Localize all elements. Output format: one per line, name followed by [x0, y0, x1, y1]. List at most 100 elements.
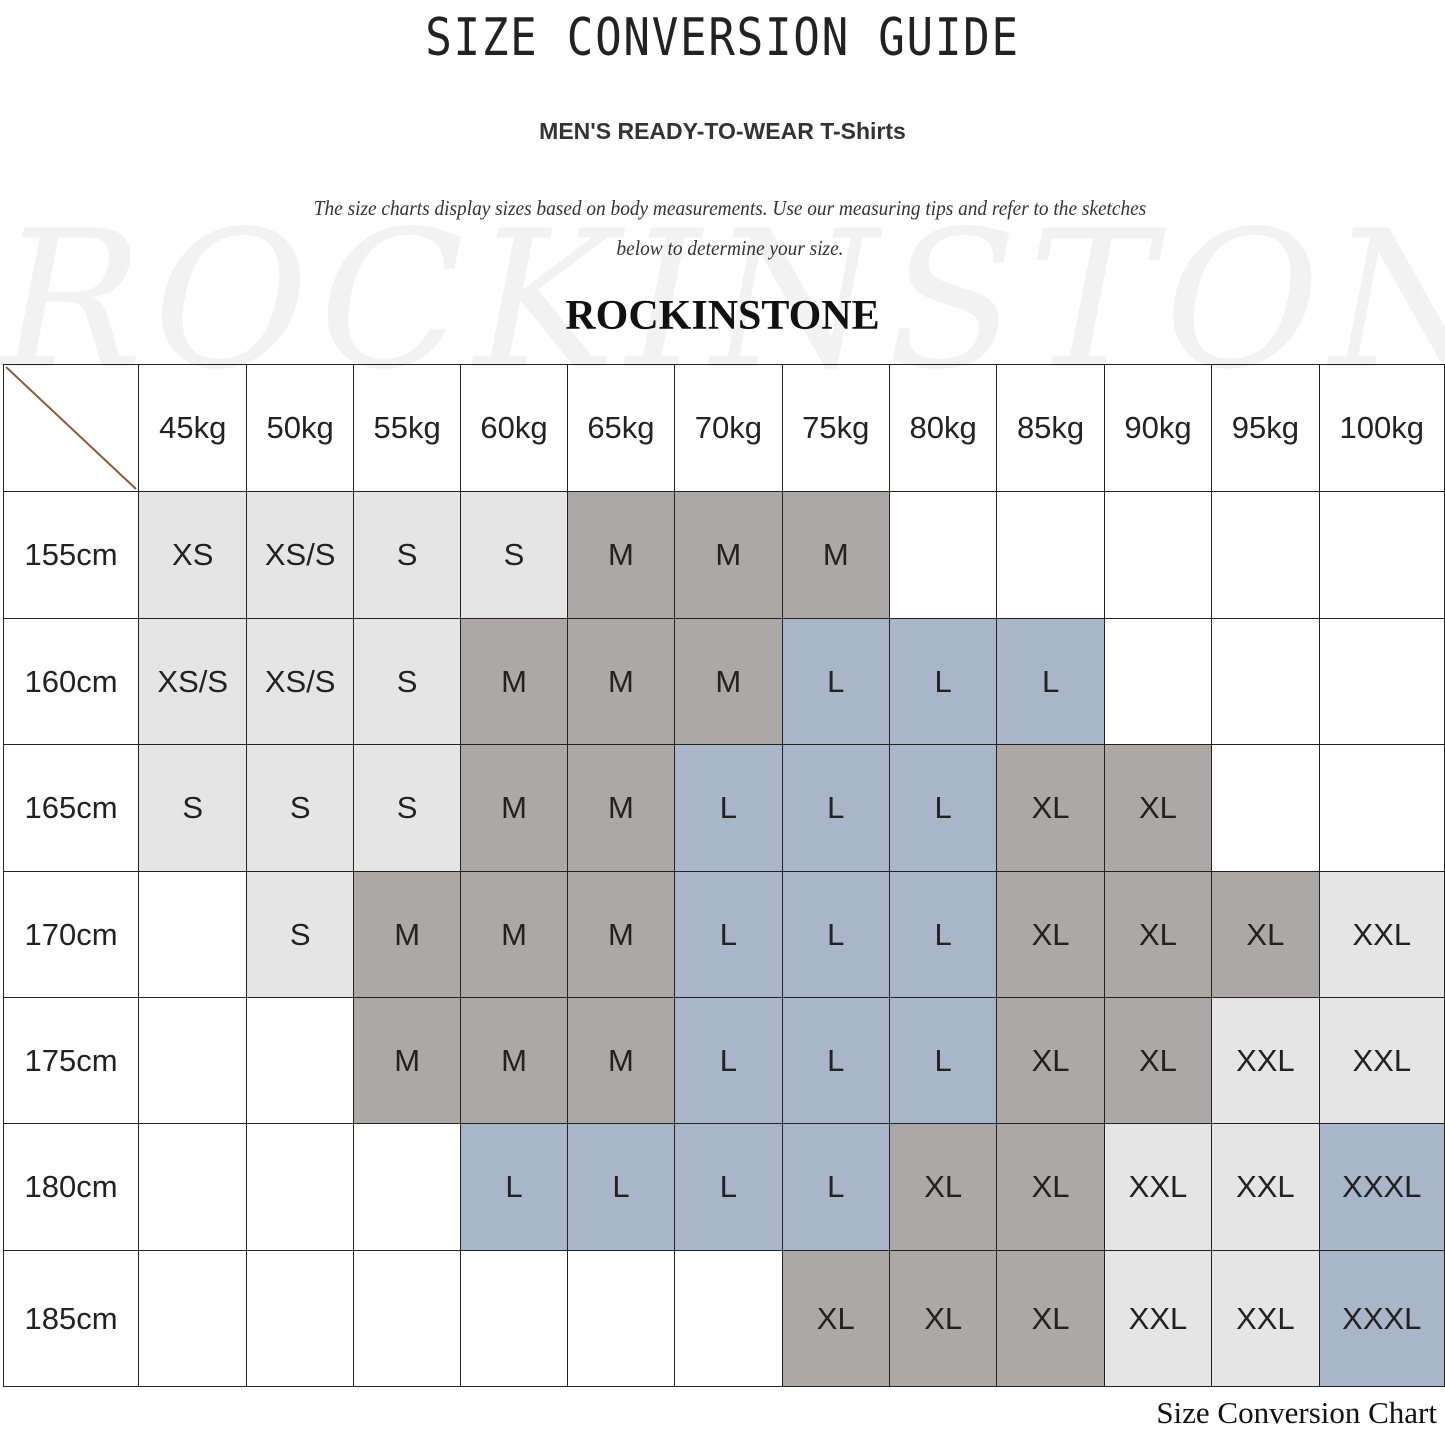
size-cell — [137, 871, 248, 998]
weight-header: 80kg — [888, 364, 998, 492]
size-cell: XL — [888, 1123, 998, 1251]
size-cell: XL — [1103, 744, 1213, 872]
size-cell: XXXL — [1318, 1250, 1445, 1387]
size-cell — [460, 1250, 568, 1387]
size-cell: M — [460, 871, 568, 998]
size-cell: XL — [996, 1250, 1105, 1387]
description: The size charts display sizes based on b… — [270, 188, 1190, 268]
size-cell: M — [566, 997, 676, 1124]
weight-header: 50kg — [246, 364, 354, 492]
size-cell — [1318, 491, 1445, 619]
size-cell: M — [781, 491, 890, 619]
size-cell: XL — [781, 1250, 890, 1387]
size-cell: L — [674, 997, 783, 1124]
size-cell: L — [888, 618, 998, 745]
size-cell — [1318, 618, 1445, 745]
weight-header: 95kg — [1211, 364, 1320, 492]
size-cell: M — [352, 997, 462, 1124]
size-cell — [352, 1250, 462, 1387]
size-cell — [352, 1123, 462, 1251]
weight-header: 60kg — [460, 364, 568, 492]
size-cell: L — [781, 618, 890, 745]
size-cell: S — [352, 618, 462, 745]
size-cell: XXL — [1211, 1250, 1320, 1387]
size-cell — [246, 1250, 354, 1387]
size-cell: XL — [1103, 997, 1213, 1124]
weight-header: 55kg — [352, 364, 462, 492]
weight-header: 90kg — [1103, 364, 1213, 492]
size-cell — [1211, 744, 1320, 872]
size-cell — [1318, 744, 1445, 872]
size-cell: M — [566, 744, 676, 872]
height-header: 160cm — [3, 618, 139, 745]
size-cell: M — [566, 618, 676, 745]
size-cell — [246, 1123, 354, 1251]
size-cell: S — [137, 744, 248, 872]
caption: Size Conversion Chart — [1156, 1395, 1437, 1430]
size-cell: L — [888, 997, 998, 1124]
size-cell: M — [460, 744, 568, 872]
size-cell: L — [460, 1123, 568, 1251]
size-cell — [246, 997, 354, 1124]
size-cell: XS/S — [246, 491, 354, 619]
size-cell — [1211, 491, 1320, 619]
size-cell: L — [674, 1123, 783, 1251]
size-cell: M — [674, 618, 783, 745]
size-cell: XL — [996, 744, 1105, 872]
size-cell: XL — [888, 1250, 998, 1387]
size-cell: M — [566, 491, 676, 619]
table-row: 155cm XS XS/S S S M M M — [3, 491, 1445, 619]
size-cell: S — [352, 744, 462, 872]
size-cell: L — [781, 997, 890, 1124]
height-header: 185cm — [3, 1250, 139, 1387]
size-cell: L — [888, 744, 998, 872]
table-row: 160cm XS/S XS/S S M M M L L L — [3, 618, 1445, 745]
page-title: SIZE CONVERSION GUIDE — [425, 8, 1020, 68]
size-cell: L — [781, 871, 890, 998]
height-header: 175cm — [3, 997, 139, 1124]
size-cell — [996, 491, 1105, 619]
size-cell: XL — [996, 1123, 1105, 1251]
height-header: 155cm — [3, 491, 139, 619]
size-cell — [1103, 491, 1213, 619]
size-cell: M — [460, 618, 568, 745]
size-cell: M — [674, 491, 783, 619]
size-cell: XL — [996, 997, 1105, 1124]
size-cell: M — [566, 871, 676, 998]
size-cell: S — [246, 871, 354, 998]
size-cell: S — [460, 491, 568, 619]
weight-header: 100kg — [1318, 364, 1445, 492]
brand-name: ROCKINSTONE — [565, 293, 880, 339]
height-header: 170cm — [3, 871, 139, 998]
size-cell — [566, 1250, 676, 1387]
table-row: 165cm S S S M M L L L XL XL — [3, 744, 1445, 872]
size-cell: L — [674, 744, 783, 872]
table-row: 180cm L L L L XL XL XXL XXL XXXL — [3, 1123, 1445, 1251]
table-row: 175cm M M M L L L XL XL XXL XXL — [3, 997, 1445, 1124]
size-cell: L — [566, 1123, 676, 1251]
size-cell — [674, 1250, 783, 1387]
size-cell: XXL — [1211, 997, 1320, 1124]
size-cell: L — [781, 1123, 890, 1251]
weight-header: 45kg — [137, 364, 248, 492]
size-cell: XL — [1211, 871, 1320, 998]
description-line: The size charts display sizes based on b… — [313, 196, 1147, 220]
size-cell: XXL — [1103, 1123, 1213, 1251]
size-table: 45kg 50kg 55kg 60kg 65kg 70kg 75kg 80kg 85kg 90kg… — [3, 364, 1445, 1387]
weight-header: 65kg — [566, 364, 676, 492]
weight-header: 70kg — [674, 364, 783, 492]
table-row: 170cm S M M M L L L XL XL XL XXL — [3, 871, 1445, 998]
corner-cell — [3, 364, 139, 492]
size-cell: XS — [137, 491, 248, 619]
size-cell: XXXL — [1318, 1123, 1445, 1251]
size-cell — [137, 997, 248, 1124]
size-cell: S — [352, 491, 462, 619]
size-cell: M — [460, 997, 568, 1124]
header-row: 45kg 50kg 55kg 60kg 65kg 70kg 75kg 80kg 85kg 90kg… — [3, 364, 1445, 492]
size-cell: XXL — [1318, 871, 1445, 998]
size-cell: L — [996, 618, 1105, 745]
size-cell: L — [781, 744, 890, 872]
height-header: 180cm — [3, 1123, 139, 1251]
table-row: 185cm XL XL XL XXL XXL XXXL — [3, 1250, 1445, 1387]
size-cell — [1211, 618, 1320, 745]
